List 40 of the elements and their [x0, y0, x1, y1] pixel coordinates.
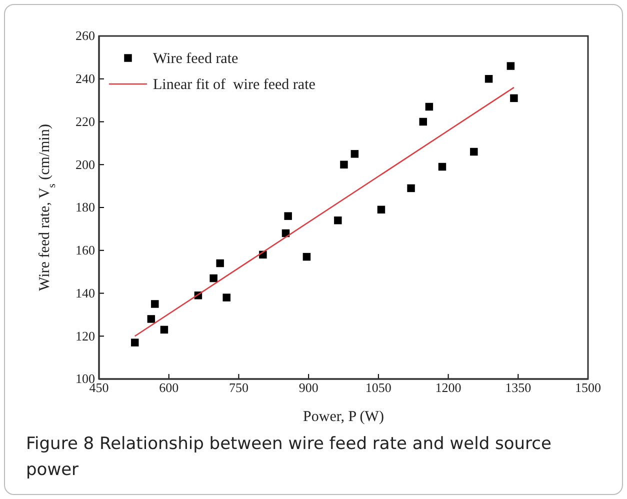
- point: [210, 274, 218, 282]
- point: [350, 150, 359, 158]
- y-tick-label: 160: [76, 242, 95, 258]
- point: [340, 160, 348, 168]
- x-tick-label: 1500: [575, 380, 601, 396]
- x-tick-label: 750: [228, 380, 248, 396]
- point: [151, 300, 159, 308]
- y-tick-label: 140: [76, 285, 95, 300]
- point: [222, 294, 230, 302]
- point: [302, 252, 311, 261]
- x-tick-label: 1050: [365, 380, 392, 396]
- point: [484, 75, 493, 83]
- caption: Figure 8 Relationship between wire feed rate and weld source power: [26, 433, 552, 482]
- point: [510, 94, 518, 102]
- y-tick-label: 180: [76, 200, 95, 215]
- point: [506, 62, 515, 70]
- point: [130, 338, 139, 346]
- y-tick-label: 120: [76, 328, 95, 344]
- x-tick-label: 900: [298, 380, 318, 396]
- x-tick-label: 1200: [435, 380, 462, 396]
- point: [284, 212, 292, 220]
- x-axis-title: Power, P (W): [303, 409, 384, 425]
- point: [334, 216, 342, 224]
- point: [377, 206, 386, 214]
- y-tick-label: 260: [76, 28, 95, 44]
- point: [407, 184, 415, 192]
- point: [425, 102, 434, 111]
- x-tick-label: 1350: [505, 380, 532, 396]
- y-tick-label: 220: [76, 114, 95, 129]
- legend-label: Wire feed rate: [153, 51, 239, 67]
- y-tick-label: 200: [76, 156, 95, 172]
- point: [470, 148, 478, 156]
- legend-label: Linear fit of wire feed rate: [153, 77, 316, 93]
- y-tick-label: 240: [76, 71, 95, 86]
- x-tick-label: 600: [159, 380, 179, 396]
- point: [438, 162, 446, 171]
- point: [147, 315, 156, 323]
- point: [216, 259, 224, 268]
- point: [419, 118, 428, 126]
- point: [160, 326, 168, 334]
